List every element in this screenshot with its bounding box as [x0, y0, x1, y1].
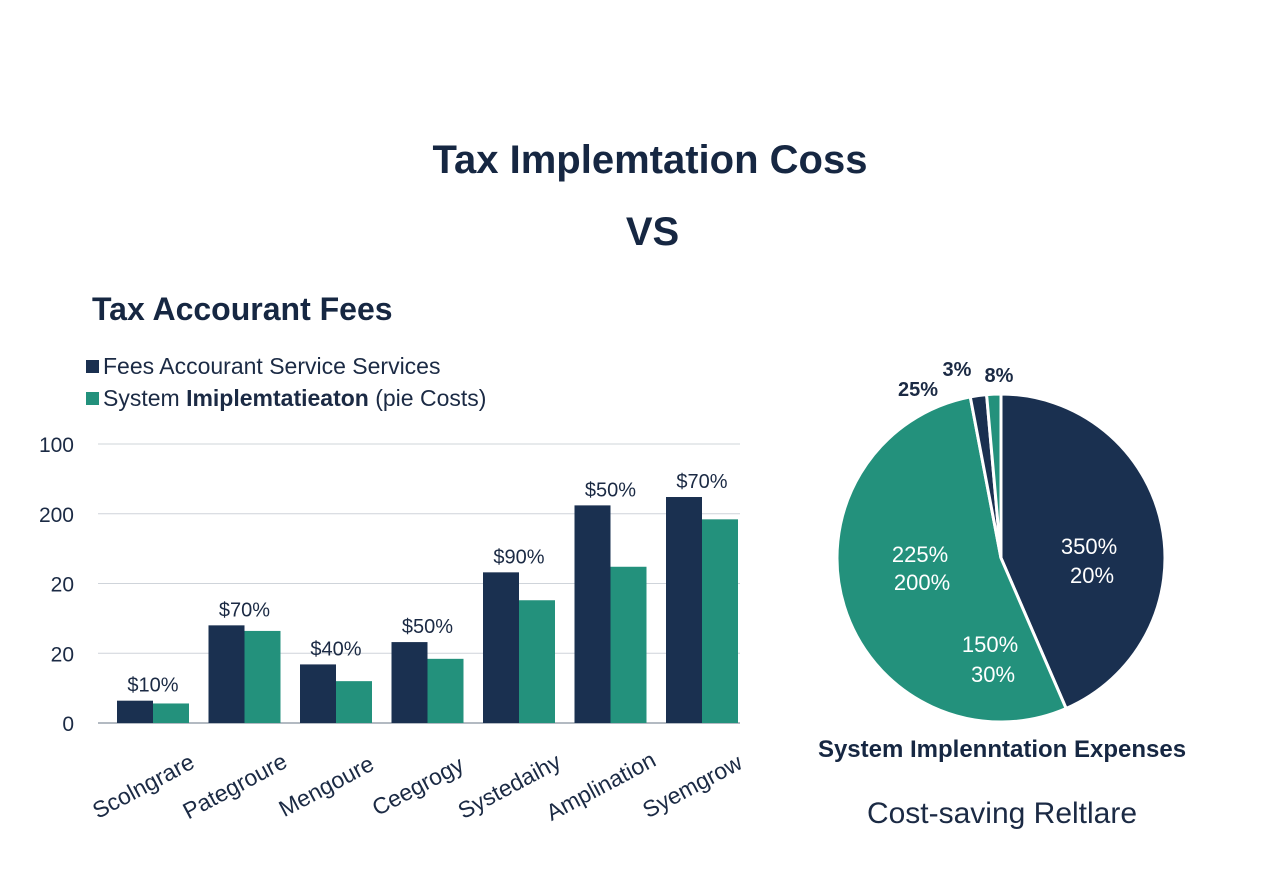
legend-swatch-teal: [86, 391, 99, 405]
bar-fees: [666, 497, 702, 723]
pie-slice-label: 30%: [971, 662, 1015, 687]
y-tick-label: 200: [39, 504, 74, 527]
bar-chart-legend: Fees Accourant Service Services System I…: [86, 350, 486, 414]
bar-data-label: $70%: [676, 471, 727, 493]
bar-data-label: $70%: [219, 599, 270, 621]
y-tick-label: 20: [51, 574, 74, 597]
x-category-label: Pategroure: [178, 748, 291, 824]
pie-slice-teal-large: [835, 395, 1069, 724]
bar-data-label: $40%: [310, 638, 361, 660]
pie-outer-label: 25%: [898, 379, 938, 401]
x-category-label: Ceegrogy: [368, 751, 469, 821]
bar-data-label: $50%: [402, 616, 453, 638]
x-category-label: Amplination: [542, 746, 660, 825]
legend-swatch-navy: [86, 359, 99, 373]
pie-slice-label: 200%: [894, 570, 950, 595]
pie-chart-title: System Implenntation Expenses: [817, 736, 1187, 763]
pie-chart-subtitle: Cost-saving Reltlare: [866, 797, 1138, 830]
y-tick-label: 20: [51, 643, 74, 666]
pie-slice-navy-large: [999, 392, 1167, 711]
bar-fees: [483, 572, 519, 723]
x-category-label: Scolngrare: [88, 748, 198, 823]
vs-label: VS: [625, 210, 680, 254]
x-category-label: Mengoure: [274, 750, 378, 822]
pie-slice-label: 350%: [1061, 534, 1117, 559]
bar-system: [427, 658, 464, 723]
bar-system: [153, 703, 189, 723]
bar-data-label: $50%: [585, 479, 636, 501]
chart-main-title: Tax Implemtation Coss: [432, 138, 868, 182]
bar-system: [336, 681, 372, 723]
bar-fees: [300, 664, 336, 723]
pie-outer-label: 3%: [943, 359, 972, 381]
pie-slice-teal-small: [984, 392, 1003, 559]
pie-slice-navy-small: [968, 393, 1003, 559]
bar-system: [519, 600, 555, 723]
pie-slice-label: 150%: [962, 632, 1018, 657]
y-tick-label: 100: [39, 434, 74, 457]
bar-data-label: $10%: [127, 675, 178, 697]
legend-label-fees: Fees Accourant Service Services: [103, 352, 441, 379]
bar-system: [244, 630, 281, 723]
legend-label-system-bold: Imiplemtatieaton: [186, 384, 369, 411]
bar-system: [610, 566, 647, 723]
bar-chart: 10020020200$10%Scolngrare$70%Pategroure$…: [39, 434, 747, 826]
y-tick-label: 0: [62, 713, 74, 736]
legend-label-system-prefix: System: [103, 384, 187, 411]
bar-system: [702, 519, 738, 723]
bar-fees: [117, 700, 153, 723]
pie-outer-label: 8%: [985, 365, 1014, 387]
legend-item-system: System Imiplemtatieaton (pie Costs): [86, 382, 486, 414]
legend-label-system-suffix: (pie Costs): [368, 384, 487, 411]
legend-item-fees: Fees Accourant Service Services: [86, 350, 486, 382]
bar-fees: [391, 642, 428, 723]
pie-slice-label: 20%: [1070, 563, 1114, 588]
bar-data-label: $90%: [493, 546, 544, 568]
pie-slice-label: 225%: [892, 542, 948, 567]
bar-fees: [574, 505, 611, 723]
bar-chart-title: Tax Accourant Fees: [92, 291, 393, 327]
bar-fees: [208, 625, 245, 723]
